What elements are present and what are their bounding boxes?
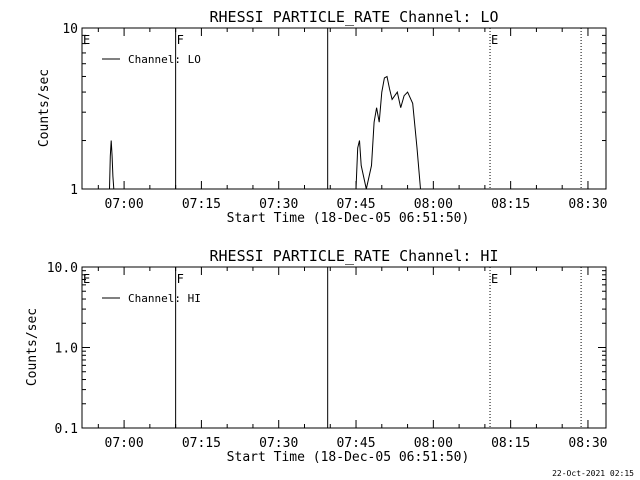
x-tick-label: 08:30: [568, 197, 607, 212]
data-series-line: [109, 140, 115, 190]
x-tick-label: 08:00: [414, 436, 453, 451]
legend-label: Channel: LO: [128, 53, 201, 66]
x-tick-label: 07:45: [336, 197, 375, 212]
x-tick-label: 08:00: [414, 197, 453, 212]
footer-timestamp: 22-Oct-2021 02:15: [552, 469, 634, 478]
time-marker-label: E: [83, 272, 90, 286]
time-marker-label: F: [177, 33, 184, 47]
x-tick-label: 07:45: [336, 436, 375, 451]
y-axis-label: Counts/sec: [25, 308, 40, 386]
x-tick-label: 08:15: [491, 197, 530, 212]
x-tick-label: 07:15: [182, 436, 221, 451]
y-tick-label: 10.0: [47, 261, 78, 276]
x-tick-label: 08:15: [491, 436, 530, 451]
time-marker-label: E: [83, 33, 90, 47]
y-axis-label: Counts/sec: [37, 69, 52, 147]
chart-title: RHESSI PARTICLE_RATE Channel: HI: [210, 247, 499, 265]
x-tick-label: 07:00: [105, 436, 144, 451]
x-tick-label: 07:15: [182, 197, 221, 212]
y-tick-label: 0.1: [55, 422, 78, 437]
data-series-line: [355, 75, 421, 190]
x-tick-label: 07:30: [259, 436, 298, 451]
panel-lo: RHESSI PARTICLE_RATE Channel: LO 07:00 07:…: [37, 8, 608, 226]
time-marker-label: F: [177, 272, 184, 286]
chart-title: RHESSI PARTICLE_RATE Channel: LO: [210, 8, 499, 26]
x-tick-label: 07:30: [259, 197, 298, 212]
x-tick-label: 07:00: [105, 197, 144, 212]
y-tick-label: 1.0: [55, 342, 78, 357]
y-tick-label: 1: [70, 183, 78, 198]
panel-hi: RHESSI PARTICLE_RATE Channel: HI 07:00 07:…: [25, 247, 608, 465]
time-marker-label: E: [491, 33, 498, 47]
y-tick-label: 10: [62, 22, 78, 37]
legend-label: Channel: HI: [128, 292, 201, 305]
x-tick-label: 08:30: [568, 436, 607, 451]
x-axis-label: Start Time (18-Dec-05 06:51:50): [227, 211, 470, 226]
x-axis-label: Start Time (18-Dec-05 06:51:50): [227, 450, 470, 465]
time-marker-label: E: [491, 272, 498, 286]
